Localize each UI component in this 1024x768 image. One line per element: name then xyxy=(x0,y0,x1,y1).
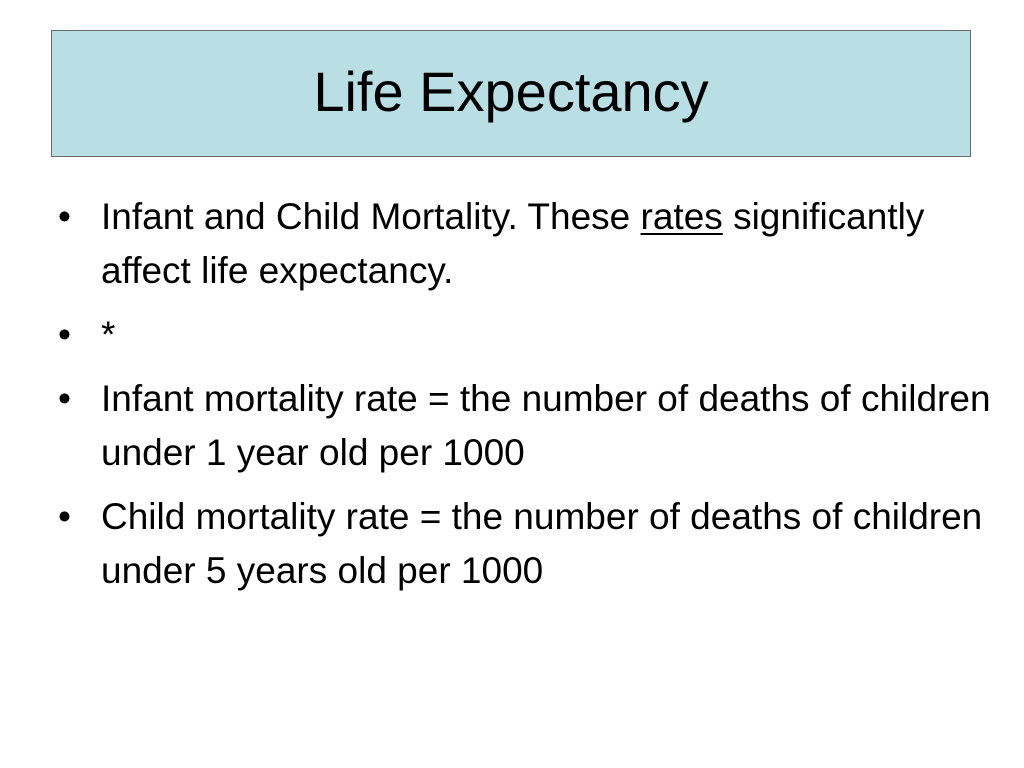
bullet-item-4: • Child mortality rate = the number of d… xyxy=(58,490,998,598)
underlined-word-rates: rates xyxy=(640,196,723,237)
title-box: Life Expectancy xyxy=(51,30,971,157)
bullet-item-1: • Infant and Child Mortality. These rate… xyxy=(58,190,998,298)
bullet-text-1-after: significantly affect life expectancy. xyxy=(101,196,925,291)
bullet-icon: • xyxy=(58,496,71,537)
bullet-item-3: • Infant mortality rate = the number of … xyxy=(58,372,998,480)
bullet-item-2: • * xyxy=(58,308,998,362)
bullet-text-4: Child mortality rate = the number of dea… xyxy=(101,496,983,591)
bullet-icon: • xyxy=(58,314,71,355)
bullet-list: • Infant and Child Mortality. These rate… xyxy=(58,190,998,608)
bullet-text-2: * xyxy=(101,314,116,355)
bullet-icon: • xyxy=(58,196,71,237)
bullet-text-3: Infant mortality rate = the number of de… xyxy=(101,378,991,473)
bullet-icon: • xyxy=(58,378,71,419)
bullet-text-1-before: Infant and Child Mortality. These xyxy=(101,196,641,237)
slide-title: Life Expectancy xyxy=(313,59,709,123)
